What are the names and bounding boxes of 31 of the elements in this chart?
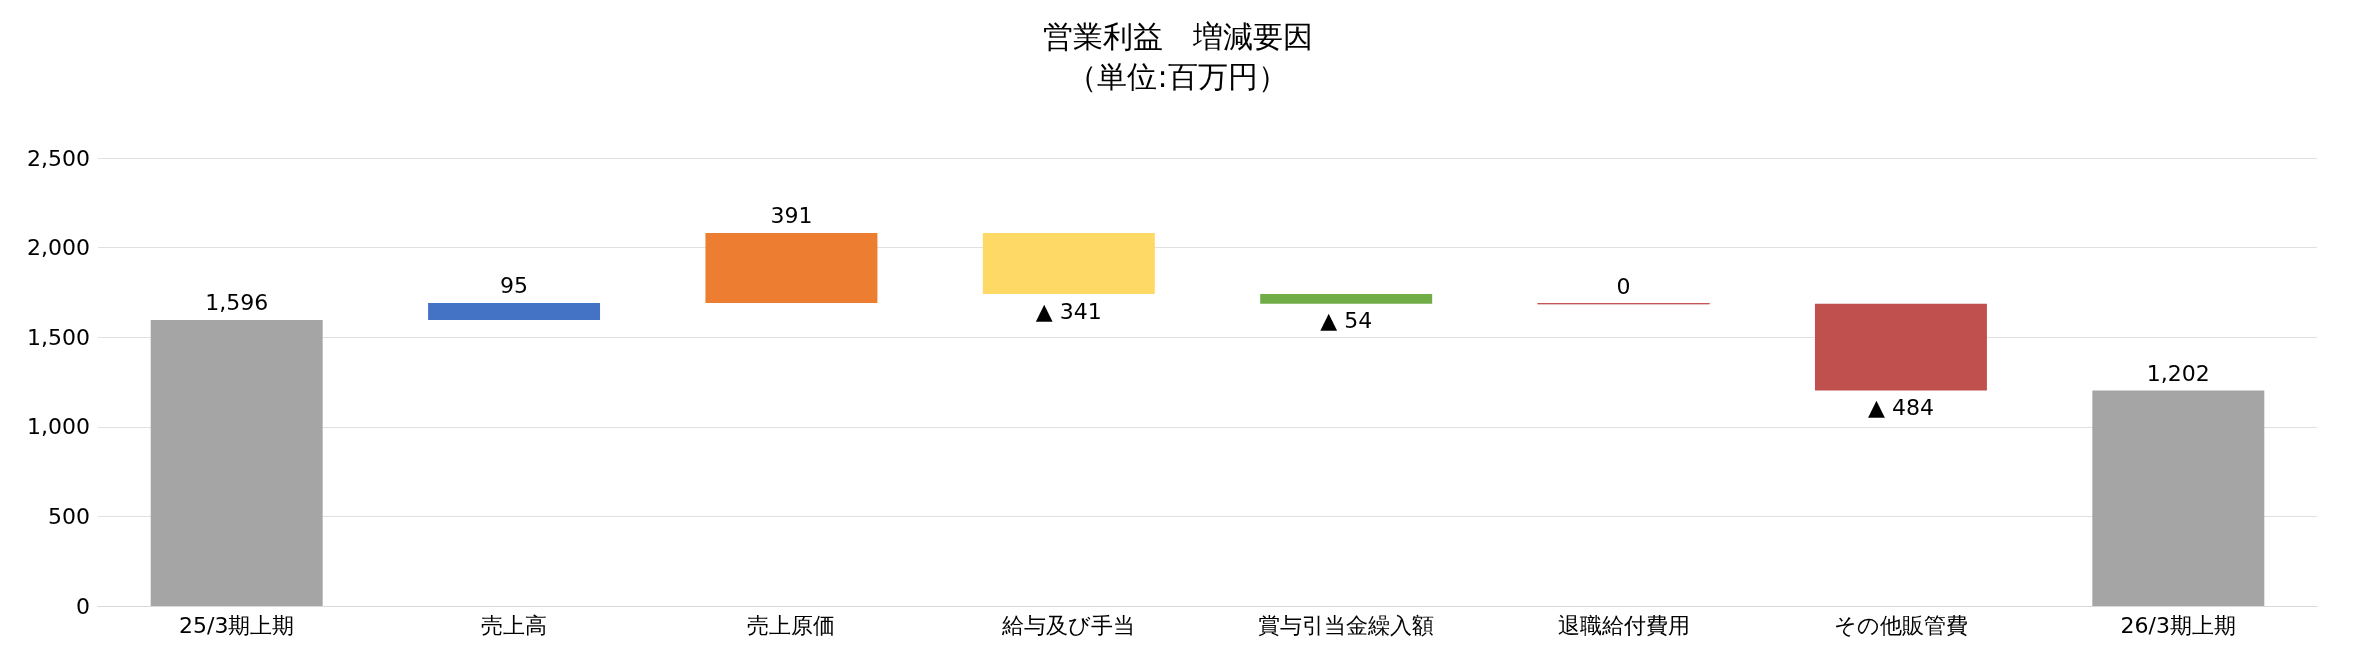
data-label: ▲ 484 [1867,394,1934,420]
y-tick-label: 1,000 [27,414,90,440]
x-tick-label: 26/3期上期 [2120,612,2237,638]
bar [1260,294,1433,304]
y-tick-label: 1,500 [27,324,90,350]
data-label: 391 [770,203,813,229]
data-label: ▲ 341 [1035,298,1102,324]
y-tick-label: 0 [76,593,90,619]
chart-title: 営業利益 増減要因 [1042,18,1313,54]
bar [150,320,323,606]
data-label: 95 [500,273,529,299]
x-tick-label: 売上原価 [747,612,836,638]
chart-subtitle: （単位:百万円） [1067,58,1288,94]
bar [2092,390,2265,606]
data-label: 0 [1616,274,1631,300]
data-label: 1,202 [2146,361,2210,387]
bar [705,232,878,303]
x-tick-label: 給与及び手当 [1001,612,1136,638]
y-tick-label: 2,500 [27,145,90,171]
data-label: 1,596 [205,290,269,316]
y-tick-label: 2,000 [27,235,90,261]
x-tick-label: 売上高 [481,612,548,638]
y-tick-label: 500 [48,503,90,529]
bar [1814,303,1987,391]
bar [428,302,601,320]
data-label: ▲ 54 [1320,308,1373,334]
x-tick-label: 退職給付費用 [1557,612,1690,638]
bar [982,232,1155,295]
x-tick-label: 25/3期上期 [178,612,295,638]
x-tick-label: その他販管費 [1833,612,1968,638]
x-tick-label: 賞与引当金繰入額 [1258,612,1435,638]
